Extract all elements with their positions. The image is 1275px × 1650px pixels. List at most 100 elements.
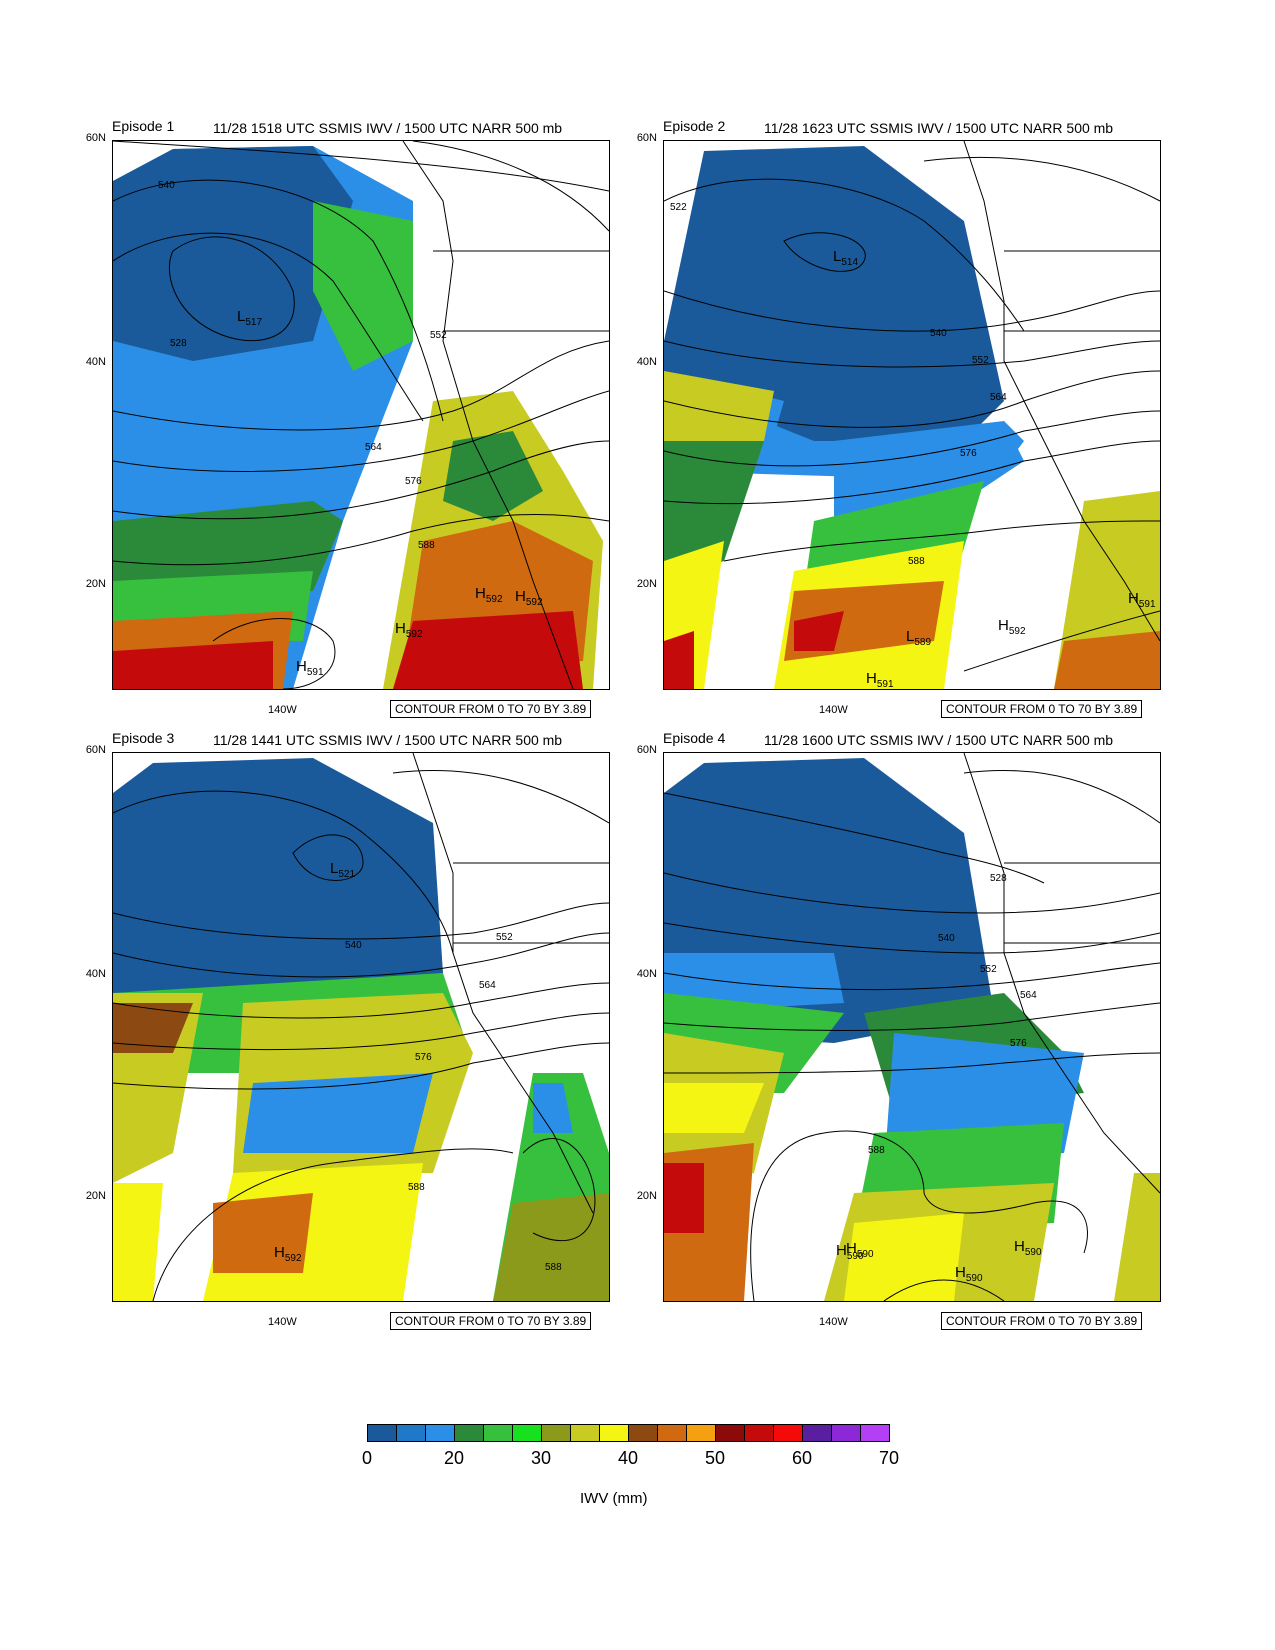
map-plot [663,140,1161,690]
contour-note: CONTOUR FROM 0 TO 70 BY 3.89 [941,700,1143,718]
colorbar-cell [367,1424,397,1442]
colorbar-cell [541,1424,571,1442]
contour-label: 564 [479,980,496,991]
pressure-high-marker: H591 [866,670,894,690]
contour-note: CONTOUR FROM 0 TO 70 BY 3.89 [390,700,592,718]
lon-label-140w: 140W [268,1316,297,1328]
contour-label: 576 [960,448,977,459]
pressure-high-marker: H592 [395,620,423,640]
map-graphic [664,753,1160,1301]
map-graphic [113,753,609,1301]
pressure-low-marker: L589 [906,628,932,648]
lat-label-20n: 20N [636,1190,657,1202]
contour-label: 552 [430,330,447,341]
map-graphic [664,141,1160,689]
panel-title: 11/28 1441 UTC SSMIS IWV / 1500 UTC NARR… [213,732,563,748]
contour-label: 540 [158,180,175,191]
pressure-high-marker: H592 [274,1244,302,1264]
pressure-high-marker: H591 [1128,590,1156,610]
contour-label: 588 [408,1182,425,1193]
colorbar-tick-label: 20 [443,1448,465,1468]
panel-title: 11/28 1623 UTC SSMIS IWV / 1500 UTC NARR… [764,120,1114,136]
colorbar-cell [628,1424,658,1442]
pressure-low-marker: L517 [237,308,263,328]
contour-label: 552 [980,964,997,975]
colorbar-label: IWV (mm) [580,1490,648,1507]
pressure-high-marker: H591 [296,658,324,678]
lat-label-20n: 20N [636,578,657,590]
panel-title: 11/28 1600 UTC SSMIS IWV / 1500 UTC NARR… [764,732,1114,748]
contour-label: 540 [930,328,947,339]
colorbar-cell [512,1424,542,1442]
lat-label-60n: 60N [85,132,106,144]
pressure-high-marker: H592 [475,585,503,605]
colorbar-tick-label: 50 [704,1448,726,1468]
lon-label-140w: 140W [268,704,297,716]
colorbar-cell [831,1424,861,1442]
contour-label: 576 [405,476,422,487]
contour-label: 552 [496,932,513,943]
colorbar-tick-label: 70 [878,1448,900,1468]
colorbar-cell [657,1424,687,1442]
map-plot [663,752,1161,1302]
colorbar-cell [715,1424,745,1442]
colorbar-cell [686,1424,716,1442]
contour-label: 564 [990,392,1007,403]
contour-label: 540 [345,940,362,951]
colorbar-cell [396,1424,426,1442]
map-plot [112,140,610,690]
lat-label-20n: 20N [85,578,106,590]
panel-episode-label: Episode 3 [112,730,175,746]
colorbar-cell [599,1424,629,1442]
lat-label-20n: 20N [85,1190,106,1202]
colorbar-cell [773,1424,803,1442]
map-plot [112,752,610,1302]
colorbar-cell [744,1424,774,1442]
lon-label-140w: 140W [819,1316,848,1328]
pressure-high-marker: H592 [998,617,1026,637]
pressure-high-marker: H590 [836,1242,864,1262]
pressure-high-marker: H590 [955,1264,983,1284]
colorbar-tick-label: 30 [530,1448,552,1468]
lat-label-40n: 40N [85,968,106,980]
colorbar-tick-label: 40 [617,1448,639,1468]
contour-label: 552 [972,355,989,366]
pressure-high-marker: H592 [515,588,543,608]
contour-note: CONTOUR FROM 0 TO 70 BY 3.89 [941,1312,1143,1330]
contour-label: 576 [415,1052,432,1063]
pressure-low-marker: L521 [330,860,356,880]
lat-label-40n: 40N [85,356,106,368]
colorbar-cell [454,1424,484,1442]
contour-label: 588 [418,540,435,551]
lat-label-40n: 40N [636,356,657,368]
colorbar-cell [425,1424,455,1442]
panel-episode-label: Episode 2 [663,118,726,134]
contour-label: 588 [545,1262,562,1273]
colorbar-cell [570,1424,600,1442]
contour-label: 576 [1010,1038,1027,1049]
colorbar-cell [483,1424,513,1442]
colorbar-cell [860,1424,890,1442]
colorbar-tick-label: 60 [791,1448,813,1468]
colorbar-tick-label: 0 [361,1448,372,1468]
panel-episode-label: Episode 1 [112,118,175,134]
lat-label-60n: 60N [636,132,657,144]
lat-label-60n: 60N [85,744,106,756]
pressure-high-marker: H590 [1014,1238,1042,1258]
contour-label: 588 [868,1145,885,1156]
colorbar-cell [802,1424,832,1442]
map-graphic [113,141,609,689]
contour-label: 564 [1020,990,1037,1001]
panel-episode-label: Episode 4 [663,730,726,746]
lon-label-140w: 140W [819,704,848,716]
lat-label-40n: 40N [636,968,657,980]
contour-label: 528 [170,338,187,349]
contour-label: 540 [938,933,955,944]
contour-label: 528 [990,873,1007,884]
contour-label: 588 [908,556,925,567]
panel-title: 11/28 1518 UTC SSMIS IWV / 1500 UTC NARR… [213,120,563,136]
pressure-high-marker: H590 [846,1240,874,1260]
contour-label: 522 [670,202,687,213]
pressure-low-marker: L514 [833,248,859,268]
contour-label: 564 [365,442,382,453]
